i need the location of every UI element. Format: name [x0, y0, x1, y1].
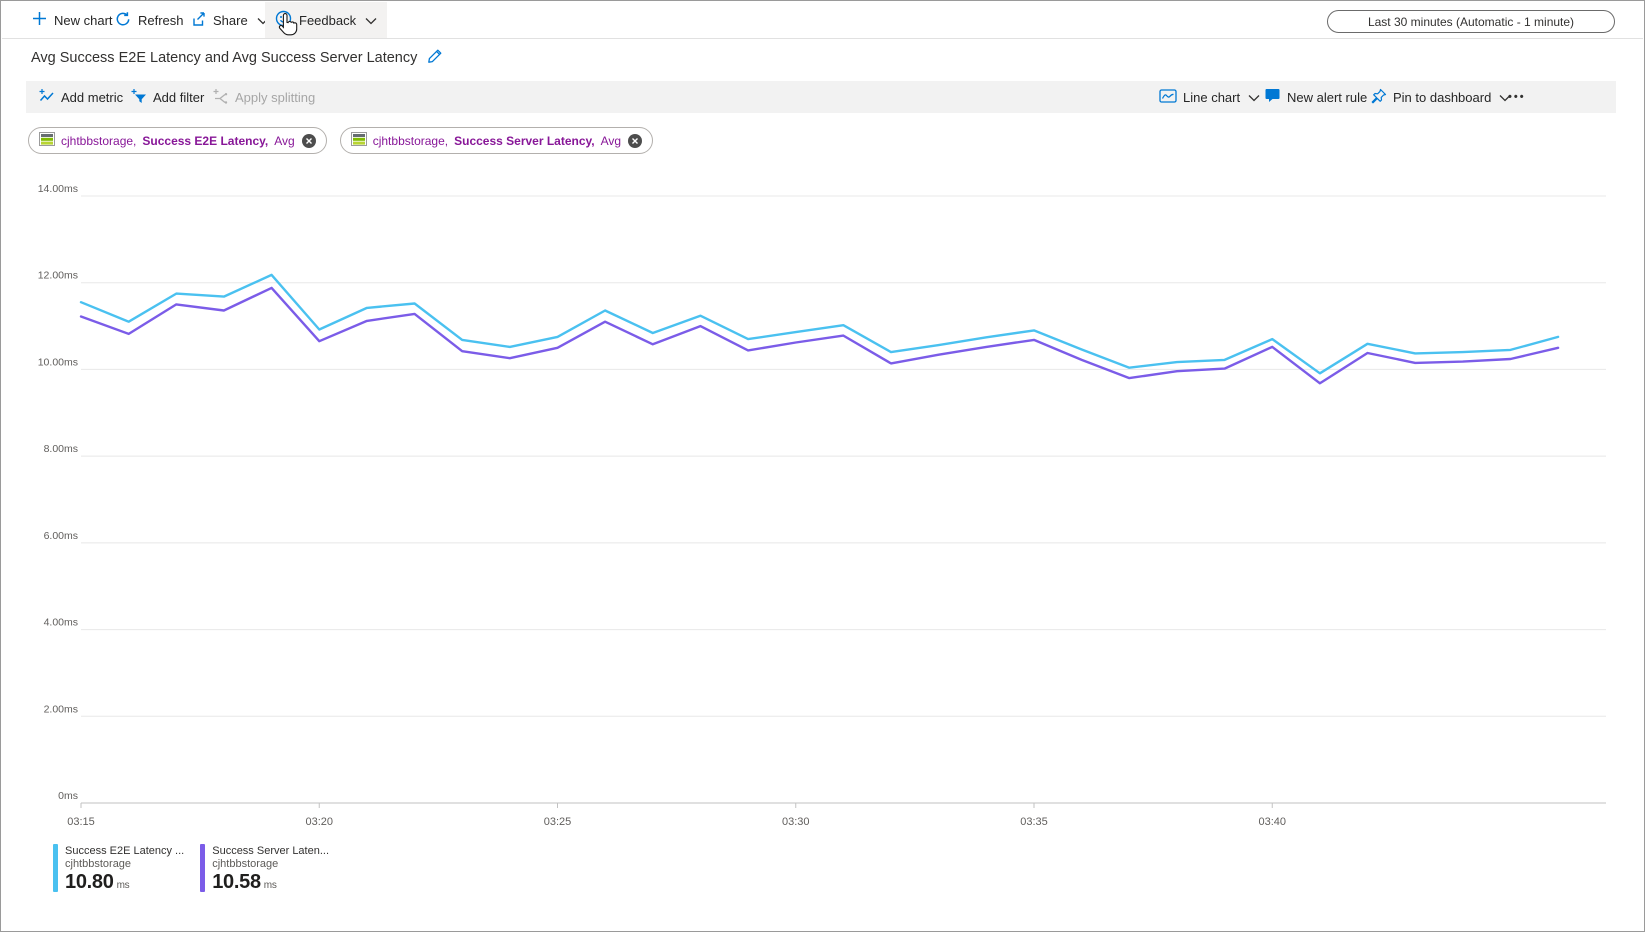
storage-account-icon	[39, 132, 55, 149]
add-metric-icon	[38, 88, 55, 107]
refresh-label: Refresh	[138, 12, 184, 28]
add-filter-button[interactable]: Add filter	[130, 81, 204, 113]
legend-resource: cjhtbbstorage	[212, 858, 279, 870]
line-chart-svg: 0ms 2.00ms 4.00ms 6.00ms 8.00ms 10.00ms 12.00m…	[38, 183, 1606, 828]
edit-title-pencil-icon[interactable]	[427, 48, 443, 69]
svg-text:03:40: 03:40	[1258, 816, 1286, 828]
svg-text:10.00ms: 10.00ms	[38, 356, 78, 368]
svg-text:0ms: 0ms	[58, 790, 78, 802]
metric-pill-e2e[interactable]: cjhtbbstorage, Success E2E Latency, Avg	[28, 127, 327, 154]
share-icon	[190, 11, 206, 30]
pin-to-dashboard-label: Pin to dashboard	[1393, 89, 1492, 105]
pill-aggregation: Avg	[600, 133, 622, 148]
pin-icon	[1371, 88, 1387, 107]
legend-color-bar	[53, 844, 58, 892]
legend-series-name: Success Server Laten...	[212, 845, 330, 857]
chart-legend: Success E2E Latency ... cjhtbbstorage 10…	[53, 844, 329, 897]
legend-unit: ms	[263, 880, 277, 891]
svg-text:6.00ms: 6.00ms	[44, 530, 78, 542]
new-chart-button[interactable]: New chart	[22, 2, 123, 38]
legend-value: 10.80	[65, 871, 114, 893]
feedback-button[interactable]: Feedback	[265, 2, 388, 38]
chevron-down-icon	[365, 13, 377, 28]
svg-text:03:20: 03:20	[305, 816, 333, 828]
apply-splitting-button[interactable]: Apply splitting	[212, 81, 315, 113]
metrics-line-chart[interactable]: 0ms 2.00ms 4.00ms 6.00ms 8.00ms 10.00ms 12.00m…	[31, 171, 1615, 843]
new-alert-rule-button[interactable]: New alert rule	[1264, 81, 1367, 113]
svg-text:03:25: 03:25	[544, 816, 572, 828]
legend-item-e2e[interactable]: Success E2E Latency ... cjhtbbstorage 10…	[53, 844, 184, 897]
legend-unit: ms	[116, 880, 130, 891]
legend-resource: cjhtbbstorage	[65, 858, 132, 870]
remove-metric-icon[interactable]	[301, 133, 317, 149]
svg-text:03:30: 03:30	[782, 816, 810, 828]
legend-value: 10.58	[212, 871, 261, 893]
storage-account-icon	[350, 132, 367, 149]
metric-pills-row: cjhtbbstorage, Success E2E Latency, Avg …	[28, 127, 654, 154]
top-toolbar: New chart Refresh Share Feedback	[2, 2, 1643, 39]
share-button[interactable]: Share	[180, 2, 279, 38]
feedback-smiley-icon	[275, 10, 292, 30]
share-label: Share	[213, 12, 248, 28]
svg-text:12.00ms: 12.00ms	[38, 270, 78, 282]
svg-text:03:35: 03:35	[1020, 816, 1048, 828]
pill-metric: Success E2E Latency,	[142, 133, 269, 148]
add-metric-label: Add metric	[61, 89, 124, 105]
chart-type-label: Line chart	[1183, 89, 1241, 105]
alert-bubble-icon	[1264, 87, 1281, 107]
refresh-button[interactable]: Refresh	[105, 2, 194, 38]
pill-metric: Success Server Latency,	[454, 133, 595, 148]
add-filter-icon	[130, 88, 147, 107]
legend-color-bar	[200, 844, 206, 892]
apply-splitting-label: Apply splitting	[235, 89, 316, 105]
remove-metric-icon[interactable]	[627, 133, 643, 149]
svg-text:4.00ms: 4.00ms	[44, 617, 78, 629]
new-chart-label: New chart	[54, 12, 113, 28]
line-chart-icon	[1159, 88, 1177, 107]
legend-series-name: Success E2E Latency ...	[65, 845, 185, 857]
add-metric-button[interactable]: Add metric	[38, 81, 123, 113]
chevron-down-icon	[1499, 90, 1511, 105]
pill-aggregation: Avg	[274, 133, 295, 148]
chart-toolbar: Add metric Add filter Apply splitting Li…	[26, 81, 1616, 113]
apply-splitting-icon	[212, 88, 229, 107]
add-filter-label: Add filter	[153, 89, 205, 105]
new-alert-rule-label: New alert rule	[1287, 89, 1368, 105]
svg-text:8.00ms: 8.00ms	[44, 443, 78, 455]
more-options-button[interactable]: •••	[1508, 91, 1526, 103]
time-range-label: Last 30 minutes (Automatic - 1 minute)	[1367, 14, 1575, 29]
metric-pill-server[interactable]: cjhtbbstorage, Success Server Latency, A…	[339, 127, 654, 154]
pill-resource: cjhtbbstorage,	[61, 133, 137, 148]
chart-title-row: Avg Success E2E Latency and Avg Success …	[31, 47, 443, 69]
time-range-button[interactable]: Last 30 minutes (Automatic - 1 minute)	[1327, 10, 1615, 33]
refresh-icon	[115, 11, 131, 30]
chart-type-dropdown[interactable]: Line chart	[1159, 81, 1260, 113]
pin-to-dashboard-button[interactable]: Pin to dashboard	[1371, 81, 1511, 113]
svg-text:14.00ms: 14.00ms	[38, 183, 78, 195]
feedback-label: Feedback	[299, 12, 357, 28]
chevron-down-icon	[1248, 90, 1260, 105]
pill-resource: cjhtbbstorage,	[372, 133, 449, 148]
plus-icon	[32, 11, 47, 29]
page-title: Avg Success E2E Latency and Avg Success …	[31, 50, 418, 66]
legend-item-server[interactable]: Success Server Laten... cjhtbbstorage 10…	[200, 844, 329, 897]
svg-text:2.00ms: 2.00ms	[44, 703, 78, 715]
svg-text:03:15: 03:15	[67, 816, 95, 828]
